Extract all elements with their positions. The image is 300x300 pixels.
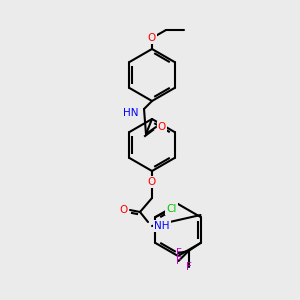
Text: F: F bbox=[176, 256, 182, 266]
Text: F: F bbox=[186, 262, 191, 272]
Text: O: O bbox=[158, 122, 166, 132]
Text: NH: NH bbox=[154, 221, 170, 231]
Text: O: O bbox=[148, 177, 156, 187]
Text: HN: HN bbox=[122, 108, 138, 118]
Text: F: F bbox=[176, 248, 182, 258]
Text: O: O bbox=[120, 205, 128, 215]
Text: O: O bbox=[148, 33, 156, 43]
Text: Cl: Cl bbox=[166, 204, 177, 214]
